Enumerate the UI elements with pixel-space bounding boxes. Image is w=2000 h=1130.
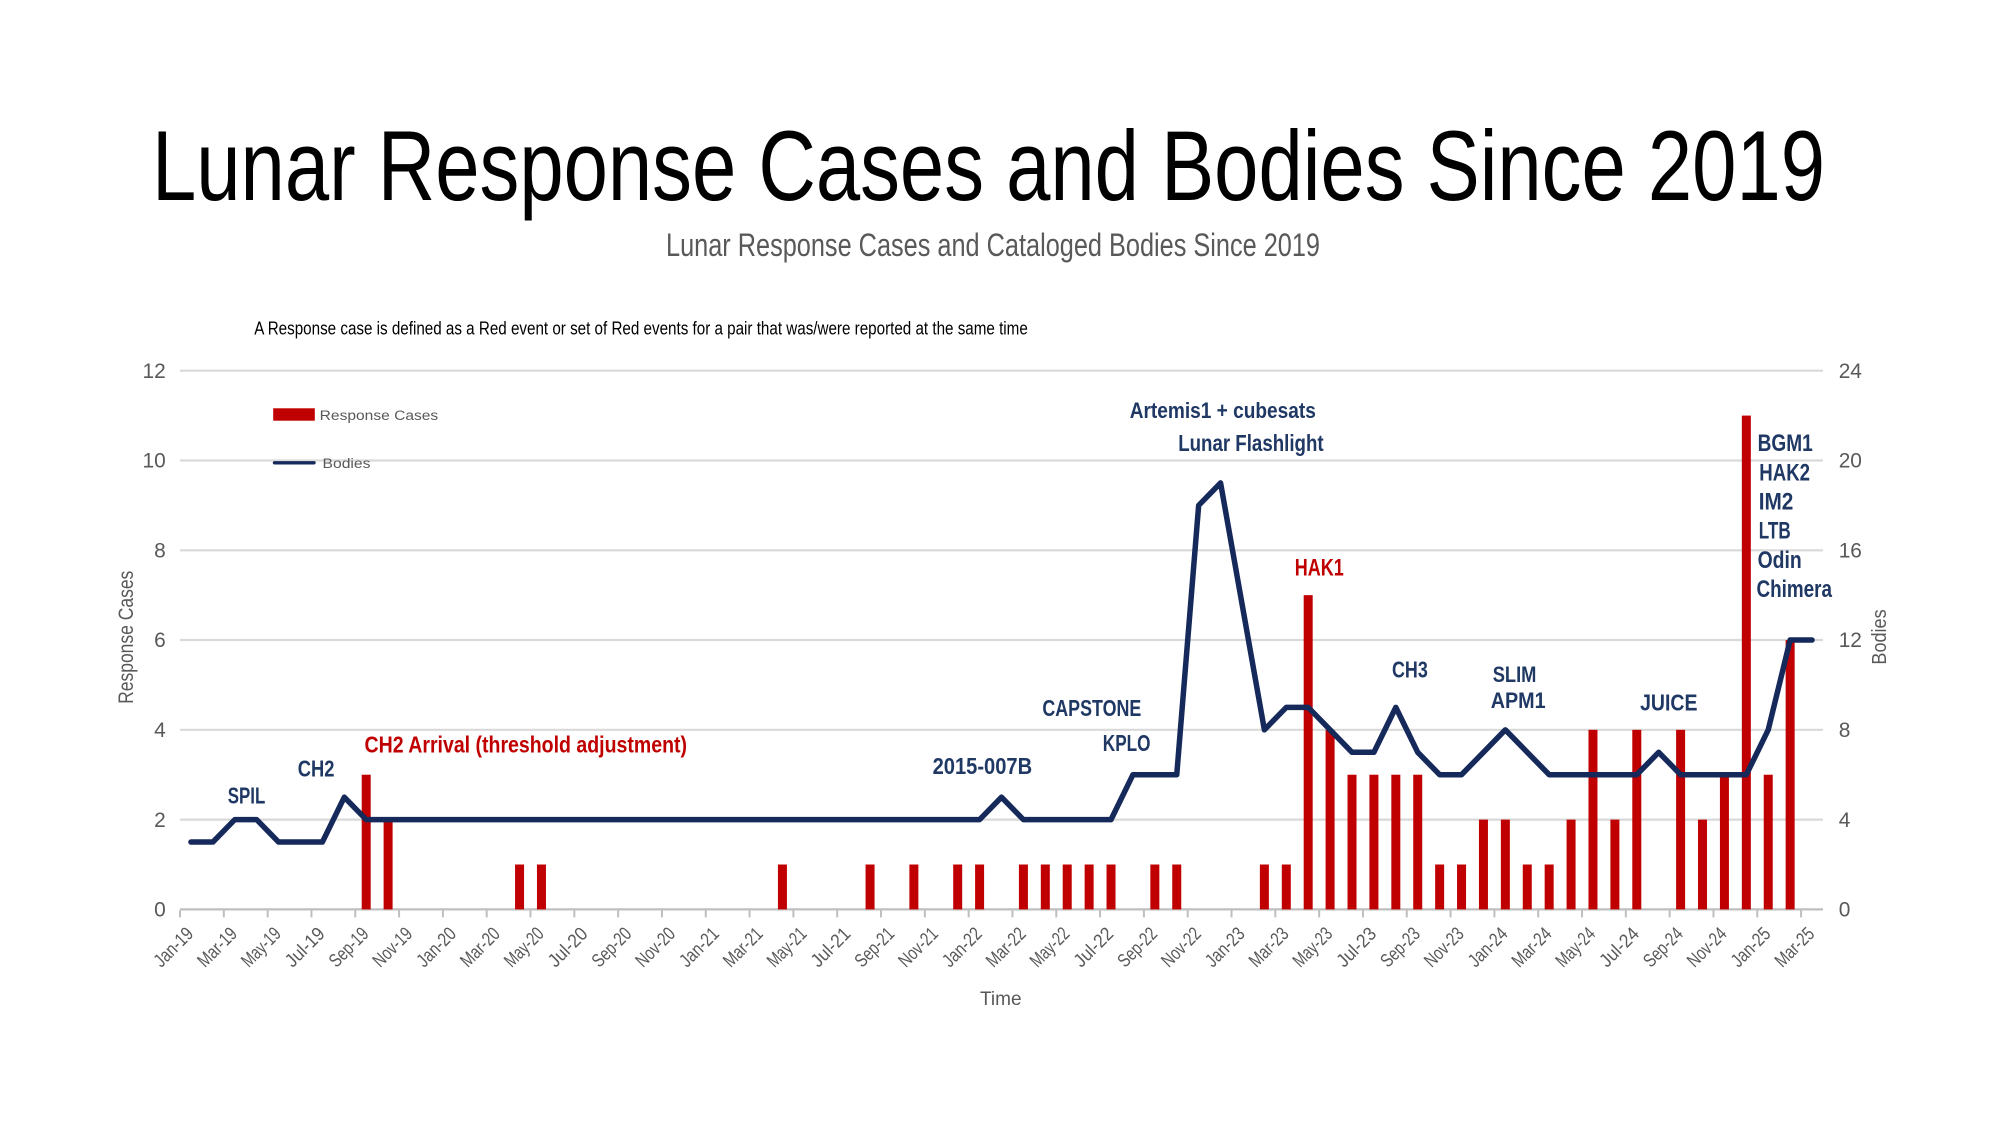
svg-text:0: 0 (154, 899, 166, 922)
svg-text:A Response case is defined as: A Response case is defined as a Red even… (254, 318, 1028, 339)
svg-text:LTB: LTB (1759, 518, 1791, 545)
svg-text:Bodies: Bodies (1868, 609, 1891, 664)
svg-text:HAK2: HAK2 (1759, 459, 1810, 486)
svg-text:Chimera: Chimera (1757, 576, 1833, 603)
svg-text:CH2: CH2 (298, 755, 335, 781)
svg-text:JUICE: JUICE (1640, 690, 1697, 716)
svg-text:2: 2 (154, 809, 166, 832)
svg-text:SLIM: SLIM (1493, 662, 1537, 687)
svg-text:Odin: Odin (1758, 547, 1802, 574)
svg-text:0: 0 (1839, 899, 1851, 922)
svg-text:10: 10 (143, 450, 166, 473)
svg-text:16: 16 (1839, 539, 1862, 562)
svg-text:IM2: IM2 (1759, 488, 1794, 515)
svg-text:Lunar Response Cases and Bodie: Lunar Response Cases and Bodies Since 20… (152, 110, 1825, 221)
svg-text:12: 12 (1839, 629, 1862, 652)
svg-text:SPIL: SPIL (228, 783, 265, 809)
svg-text:Time: Time (980, 989, 1022, 1010)
svg-text:Lunar Flashlight: Lunar Flashlight (1178, 430, 1324, 456)
svg-text:BGM1: BGM1 (1758, 430, 1813, 457)
svg-text:KPLO: KPLO (1103, 730, 1151, 756)
svg-text:Bodies: Bodies (323, 455, 371, 471)
svg-text:6: 6 (154, 629, 166, 652)
svg-text:Lunar Response Cases and Catal: Lunar Response Cases and Cataloged Bodie… (666, 227, 1320, 263)
svg-text:8: 8 (1839, 719, 1851, 742)
svg-text:20: 20 (1839, 450, 1862, 473)
svg-text:12: 12 (143, 360, 166, 383)
svg-text:CH3: CH3 (1392, 657, 1428, 683)
svg-text:APM1: APM1 (1491, 688, 1546, 713)
svg-text:Response Cases: Response Cases (320, 407, 439, 423)
svg-text:CAPSTONE: CAPSTONE (1042, 695, 1141, 721)
svg-text:HAK1: HAK1 (1295, 554, 1344, 581)
svg-text:Artemis1 + cubesats: Artemis1 + cubesats (1130, 398, 1316, 423)
svg-text:4: 4 (1839, 809, 1851, 832)
svg-text:CH2 Arrival (threshold adjustm: CH2 Arrival (threshold adjustment) (365, 732, 688, 758)
svg-text:2015-007B: 2015-007B (933, 753, 1033, 779)
svg-text:Response Cases: Response Cases (115, 571, 138, 704)
svg-text:24: 24 (1839, 360, 1862, 383)
svg-text:4: 4 (154, 719, 166, 742)
svg-text:8: 8 (154, 539, 166, 562)
